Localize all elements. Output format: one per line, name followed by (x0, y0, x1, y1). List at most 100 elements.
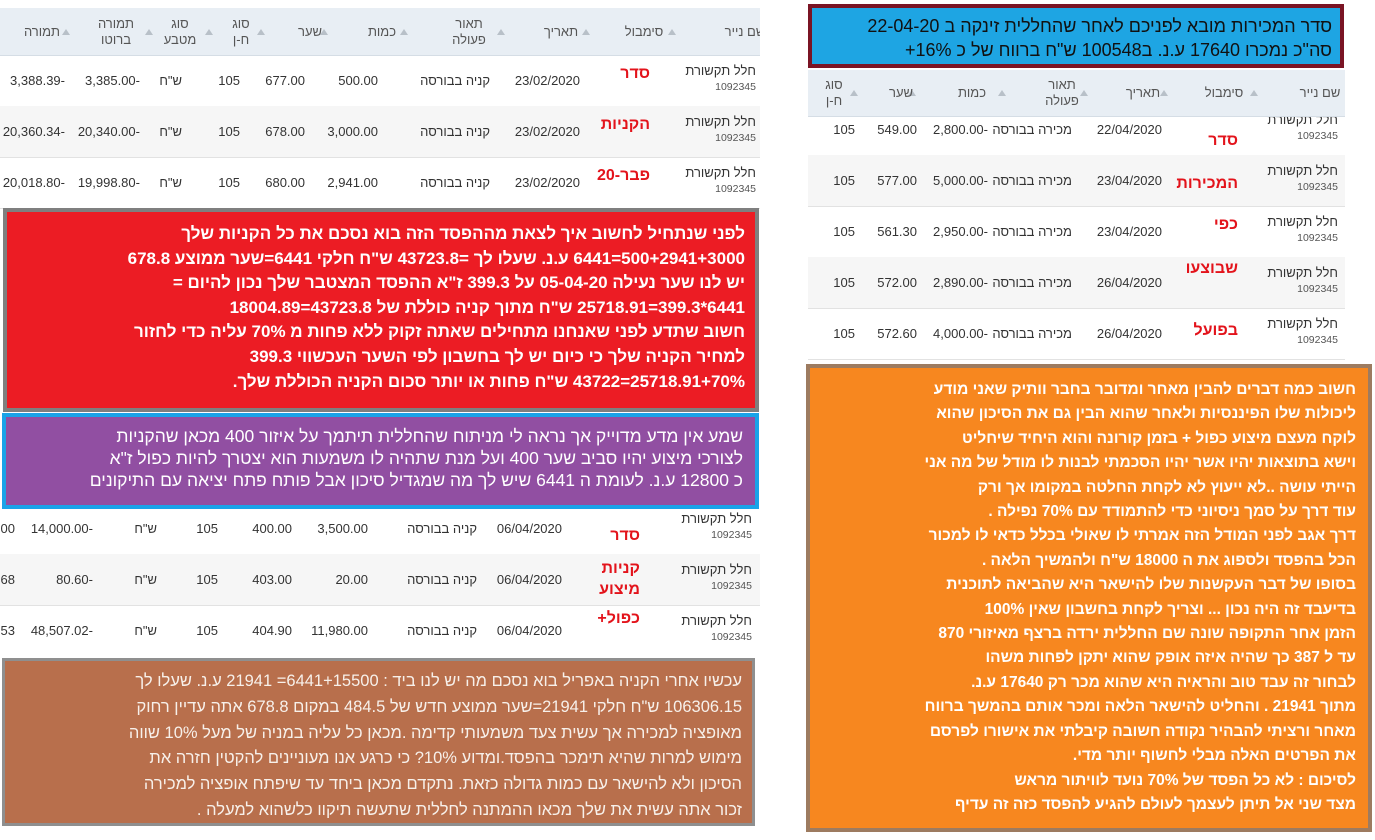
net-cell: -20,018.80 (2, 175, 65, 190)
account-type-cell: 105 (218, 73, 240, 88)
quantity-cell: -4,000.00 (933, 326, 988, 341)
security-name: חלל תקשורת (681, 562, 752, 577)
account-type-cell: 105 (833, 122, 855, 137)
text-line: מימוש למרות שהיא תימכר בהפסד.ומדוע 10%? … (149, 749, 742, 768)
date-cell: 23/02/2020 (514, 175, 580, 190)
text-line: בדיעבד זה היה נכון ... וצריך לקחת בחשבון… (984, 600, 1356, 618)
column-header[interactable]: שער (889, 85, 914, 100)
column-header[interactable]: סוג ח-ן (232, 15, 250, 47)
text-line: 70%+25718.91=43722 ש"ח פחות או יותר סכום… (232, 371, 745, 391)
text-line: שמע אין מדע מדוייק אך נראה לי מניתוח שהח… (116, 426, 743, 446)
security-name-cell: חלל תקשורת 1092345 (1267, 214, 1338, 244)
action-cell: קניה בבורסה (407, 521, 477, 536)
security-name: חלל תקשורת (1267, 163, 1338, 178)
annotation: כפי (1213, 216, 1238, 233)
column-header[interactable]: כמות (957, 85, 987, 100)
text-line: כ 12800 ע.נ. לעומת ה 6441 שיש לך מה שמגד… (89, 470, 743, 490)
price-cell: 561.30 (877, 224, 917, 239)
text-line: יש לנו שער נעילה 05-04-20 על 399.3 ז"א ה… (172, 273, 745, 293)
sort-icon[interactable] (320, 28, 328, 35)
security-name: חלל תקשורת (685, 165, 756, 180)
quantity-cell: -2,890.00 (933, 275, 988, 290)
table-row: חלל תקשורת 1092345 פבר-20 23/02/2020 קניה בב… (0, 157, 760, 209)
annotation: הקניות (600, 116, 650, 133)
text-line: למחיר הקניה שלך כי כיום יש לך בחשבון לפי… (249, 346, 745, 366)
net-cell: 53 (0, 623, 15, 638)
column-header[interactable]: תאריך (543, 23, 579, 39)
column-header[interactable]: שם נייר (724, 23, 760, 39)
account-type-cell: 105 (196, 521, 218, 536)
sort-icon[interactable] (850, 90, 858, 96)
quantity-cell: 3,000.00 (327, 124, 378, 139)
security-name-cell: חלל תקשורת 1092345 (685, 114, 756, 144)
price-cell: 577.00 (877, 173, 917, 188)
column-header[interactable]: כמות (367, 23, 397, 39)
text-line: הכל בהפסד ולספוג את ה 18000 ש"ח ולהמשיך … (981, 551, 1356, 569)
security-name: חלל תקשורת (685, 114, 756, 129)
text-line: 500+2941+3000=6441 ע.נ. שעלו לך =43723.8… (127, 248, 745, 268)
text-line: מתוך 21941 . והחליט להישאר הלאה ומכר אות… (924, 698, 1356, 716)
price-cell: 678.00 (265, 124, 305, 139)
security-name-cell: חלל תקשורת 1092345 (681, 562, 752, 592)
sort-icon[interactable] (145, 28, 153, 35)
text-line: עד ל 387 כך שהיה איזה אופק שהוא יתקן לפח… (985, 649, 1356, 667)
date-cell: 06/04/2020 (496, 572, 562, 587)
security-name: חלל תקשורת (681, 613, 752, 628)
currency-cell: ש"ח (134, 572, 157, 587)
table-header: שם נייר סימבול תאריך תאור פעולה כמות שער סוג ח… (0, 8, 760, 56)
column-header[interactable]: תמורה (23, 23, 61, 39)
security-id: 1092345 (1297, 181, 1338, 193)
account-type-cell: 105 (196, 572, 218, 587)
price-cell: 572.00 (877, 275, 917, 290)
column-header[interactable]: תאור פעולה (452, 15, 486, 47)
annotation: המכירות (1176, 175, 1238, 192)
sort-icon[interactable] (668, 28, 676, 35)
column-header[interactable]: תמורה ברוטו (97, 15, 135, 47)
column-header[interactable]: שער (298, 23, 323, 39)
brown-note: עכשיו אחרי הקניה באפריל בוא נסכם מה יש ל… (2, 658, 755, 826)
account-type-cell: 105 (196, 623, 218, 638)
column-header[interactable]: סוג ח-ן (825, 77, 843, 108)
sort-icon[interactable] (1080, 90, 1088, 96)
date-cell: 23/02/2020 (514, 73, 580, 88)
text-line: בסופו של דבר העקשנות שלו להישאר היא שהבי… (946, 576, 1356, 594)
table-row: חלל תקשורת 1092345 הקניות 23/02/2020 קניה בב… (0, 106, 760, 158)
action-cell: מכירה בבורסה (992, 326, 1072, 341)
security-name-cell: חלל תקשורת 1092345 (1267, 316, 1338, 346)
sort-icon[interactable] (1250, 90, 1258, 96)
date-cell: 06/04/2020 (496, 521, 562, 536)
sort-icon[interactable] (497, 28, 505, 35)
sort-icon[interactable] (62, 28, 70, 35)
price-cell: 677.00 (265, 73, 305, 88)
table-row: חלל תקשורת 1092345 בפועל 26/04/2020 מכירה בב… (808, 308, 1345, 360)
account-type-cell: 105 (833, 326, 855, 341)
sort-icon[interactable] (1160, 90, 1168, 96)
security-id: 1092345 (711, 580, 752, 592)
security-name: חלל תקשורת (685, 63, 756, 78)
table-row: חלל תקשורת 1092345 קניות מיצוע 06/04/2020 קנ… (0, 554, 760, 606)
column-header[interactable]: סימבול (1204, 85, 1244, 100)
currency-cell: ש"ח (159, 175, 182, 190)
column-header[interactable]: תאור פעולה (1045, 77, 1079, 108)
text-line: עכשיו אחרי הקניה באפריל בוא נסכם מה יש ל… (135, 672, 742, 690)
action-cell: מכירה בבורסה (992, 224, 1072, 239)
sort-icon[interactable] (205, 28, 213, 35)
table-row: חלל תקשורת 1092345 כפי 23/04/2020 מכירה בבור… (808, 206, 1345, 258)
sort-icon[interactable] (998, 90, 1006, 96)
sort-icon[interactable] (400, 28, 408, 35)
column-header[interactable]: שם נייר (1299, 85, 1341, 100)
column-header[interactable]: סוג מטבע (163, 15, 197, 47)
quantity-cell: -2,950.00 (933, 224, 988, 239)
action-cell: מכירה בבורסה (992, 122, 1072, 137)
date-cell: 26/04/2020 (1096, 326, 1162, 341)
column-header[interactable]: תאריך (1125, 85, 1161, 100)
purchases-table: חלל תקשורת 1092345 סדר 23/02/2020 קניה בבורס… (0, 8, 760, 210)
sort-icon[interactable] (257, 28, 265, 35)
sort-icon[interactable] (908, 90, 916, 96)
security-name-cell: חלל תקשורת 1092345 (685, 165, 756, 195)
security-id: 1092345 (715, 132, 756, 144)
column-header[interactable]: סימבול (624, 23, 664, 39)
price-cell: 403.00 (252, 572, 292, 587)
sort-icon[interactable] (582, 28, 590, 35)
